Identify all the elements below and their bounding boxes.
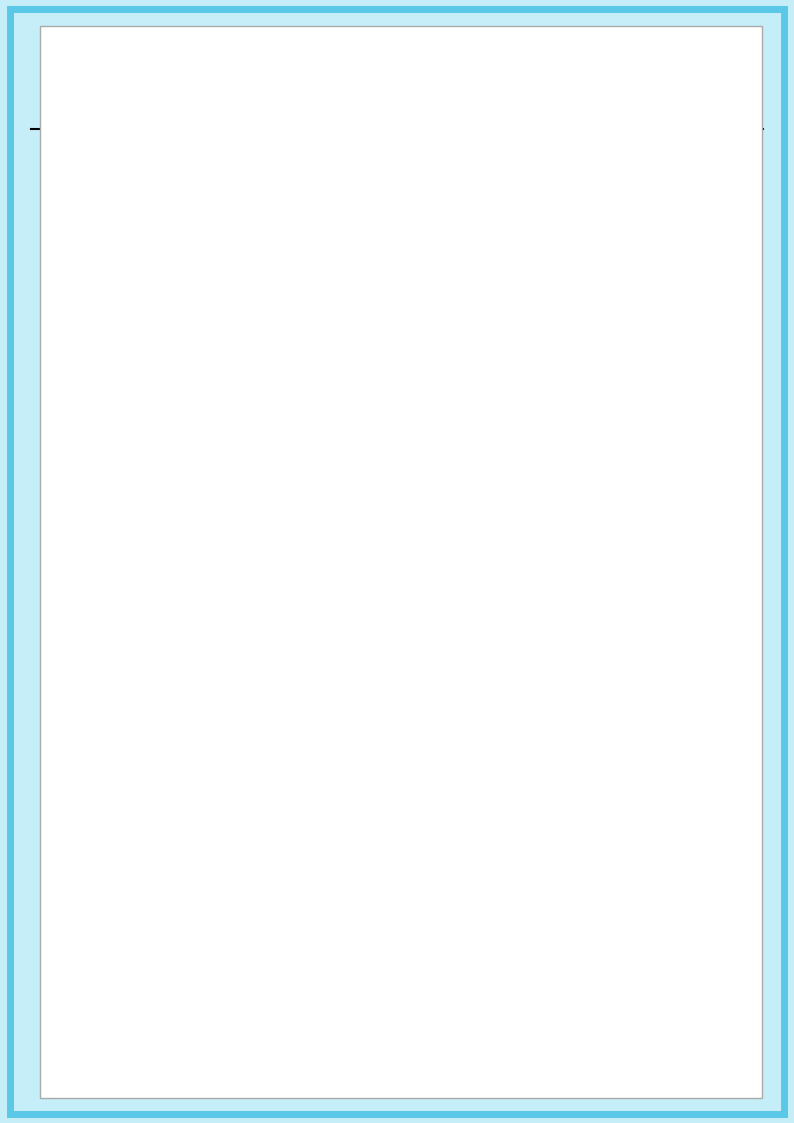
Text: 1: 1	[326, 906, 334, 919]
Text: 6: 6	[119, 540, 129, 555]
Bar	[238, 1047, 273, 1069]
Text: 3: 3	[147, 953, 157, 971]
Text: 6: 6	[164, 541, 172, 555]
Text: D: D	[697, 898, 707, 912]
Text: 2: 2	[119, 832, 129, 847]
Text: 8: 8	[489, 395, 497, 409]
Text: 6: 6	[489, 541, 497, 555]
Text: A: A	[118, 905, 127, 920]
Text: 8: 8	[326, 395, 334, 409]
Bar	[238, 1047, 273, 1069]
Text: B: B	[323, 905, 333, 920]
Text: 1: 1	[164, 906, 172, 919]
Text: Ages 56 - 75: Ages 56 - 75	[295, 1049, 400, 1067]
Text: 2: 2	[489, 833, 498, 846]
Text: Ages 20 - 55: Ages 20 - 55	[295, 1020, 400, 1039]
Text: 5: 5	[164, 614, 172, 628]
Text: 7: 7	[652, 468, 661, 482]
Bar	[238, 1019, 273, 1040]
Text: 8: 8	[119, 394, 129, 410]
Text: 1: 1	[489, 906, 498, 919]
Text: 7: 7	[326, 468, 334, 482]
Text: 5: 5	[489, 614, 498, 628]
Text: 3: 3	[119, 759, 129, 774]
Text: OS: OS	[340, 993, 365, 1011]
Text: 3: 3	[326, 760, 334, 773]
Text: Spatial Frequency (Cycles per Degree): Spatial Frequency (Cycles per Degree)	[229, 896, 548, 914]
Text: 1: 1	[652, 906, 661, 919]
Text: 20/20 Patient with Capillary Dropout (OS): 20/20 Patient with Capillary Dropout (OS…	[120, 181, 674, 206]
Text: 2: 2	[164, 833, 172, 846]
Text: 6: 6	[652, 541, 661, 555]
Text: 4: 4	[652, 687, 661, 700]
Text: 3: 3	[652, 760, 661, 773]
Text: 5: 5	[652, 614, 661, 628]
Text: 4: 4	[119, 686, 129, 701]
Text: 4: 4	[326, 687, 334, 700]
Text: 12: 12	[467, 953, 488, 971]
Text: OD: OD	[340, 965, 368, 983]
Text: 5: 5	[119, 613, 129, 628]
Text: 8: 8	[164, 395, 172, 409]
Text: 5: 5	[326, 614, 334, 628]
Text: 4: 4	[489, 687, 497, 700]
Bar	[238, 1019, 273, 1040]
Text: 7: 7	[164, 468, 172, 482]
Text: 3: 3	[164, 760, 172, 773]
Text: 3: 3	[489, 760, 498, 773]
Text: 18: 18	[630, 953, 651, 971]
Text: 7: 7	[489, 468, 498, 482]
Text: 7: 7	[119, 467, 129, 483]
Text: 6: 6	[310, 953, 320, 971]
Text: 2: 2	[326, 833, 334, 846]
Text: 1: 1	[119, 905, 129, 920]
Text: C: C	[492, 905, 502, 920]
Text: Diabetic Eye Disease Evaluation: Diabetic Eye Disease Evaluation	[195, 62, 599, 85]
Text: 8: 8	[652, 395, 661, 409]
Text: 4: 4	[164, 687, 172, 700]
Text: 2: 2	[652, 833, 661, 846]
